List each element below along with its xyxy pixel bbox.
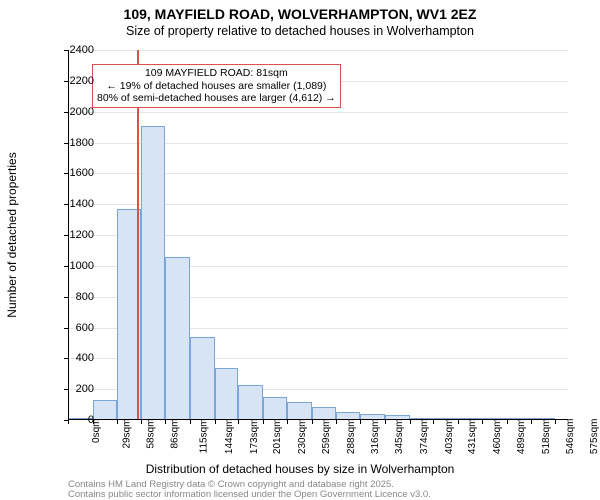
xtick-mark (238, 420, 239, 424)
xtick-label: 403sqm (444, 419, 455, 455)
xtick-mark (215, 420, 216, 424)
xtick-mark (410, 420, 411, 424)
xtick-label: 115sqm (199, 419, 210, 454)
xtick-label: 316sqm (370, 419, 381, 455)
xtick-mark (555, 420, 556, 424)
xtick-label: 575sqm (589, 419, 600, 455)
xtick-mark (458, 420, 459, 424)
xtick-mark (531, 420, 532, 424)
y-axis-label: Number of detached properties (5, 152, 19, 317)
xtick-label: 259sqm (322, 419, 333, 455)
xtick-mark (287, 420, 288, 424)
xtick-label: 489sqm (516, 419, 527, 455)
xtick-mark (433, 420, 434, 424)
xtick-mark (117, 420, 118, 424)
xtick-mark (190, 420, 191, 424)
ytick-label: 1800 (70, 137, 94, 149)
plot-border (68, 50, 568, 420)
xtick-mark (336, 420, 337, 424)
xtick-label: 345sqm (394, 419, 405, 455)
ytick-label: 1600 (70, 167, 94, 179)
ytick-label: 2200 (70, 75, 94, 87)
xtick-mark (482, 420, 483, 424)
xtick-label: 431sqm (467, 419, 478, 455)
xtick-label: 518sqm (541, 419, 552, 455)
xtick-mark (507, 420, 508, 424)
ytick-label: 2400 (70, 44, 94, 56)
ytick-label: 400 (76, 352, 94, 364)
ytick-label: 1000 (70, 260, 94, 272)
xtick-label: 201sqm (272, 419, 283, 455)
xtick-mark (360, 420, 361, 424)
xtick-label: 546sqm (565, 419, 576, 455)
ytick-label: 1200 (70, 229, 94, 241)
xtick-mark (165, 420, 166, 424)
xtick-label: 58sqm (146, 419, 157, 449)
xtick-label: 460sqm (492, 419, 503, 455)
ytick-label: 800 (76, 291, 94, 303)
xtick-mark (385, 420, 386, 424)
x-axis-label: Distribution of detached houses by size … (0, 462, 600, 476)
chart-title: 109, MAYFIELD ROAD, WOLVERHAMPTON, WV1 2… (0, 6, 600, 22)
xtick-mark (312, 420, 313, 424)
chart-container: 109, MAYFIELD ROAD, WOLVERHAMPTON, WV1 2… (0, 0, 600, 500)
xtick-label: 173sqm (249, 419, 260, 455)
xtick-mark (68, 420, 69, 424)
xtick-label: 144sqm (224, 419, 235, 455)
ytick-label: 0 (88, 414, 94, 426)
footnote: Contains HM Land Registry data © Crown c… (68, 480, 431, 500)
footnote-line: Contains public sector information licen… (68, 490, 431, 500)
ytick-label: 600 (76, 322, 94, 334)
xtick-label: 374sqm (419, 419, 430, 455)
xtick-label: 29sqm (121, 419, 132, 449)
ytick-label: 200 (76, 383, 94, 395)
ytick-label: 2000 (70, 106, 94, 118)
ytick-label: 1400 (70, 198, 94, 210)
xtick-label: 230sqm (297, 419, 308, 455)
plot-area: 0sqm29sqm58sqm86sqm115sqm144sqm173sqm201… (68, 50, 568, 420)
xtick-label: 288sqm (346, 419, 357, 455)
xtick-mark (263, 420, 264, 424)
xtick-label: 86sqm (169, 419, 180, 449)
xtick-mark (141, 420, 142, 424)
chart-subtitle: Size of property relative to detached ho… (0, 24, 600, 38)
